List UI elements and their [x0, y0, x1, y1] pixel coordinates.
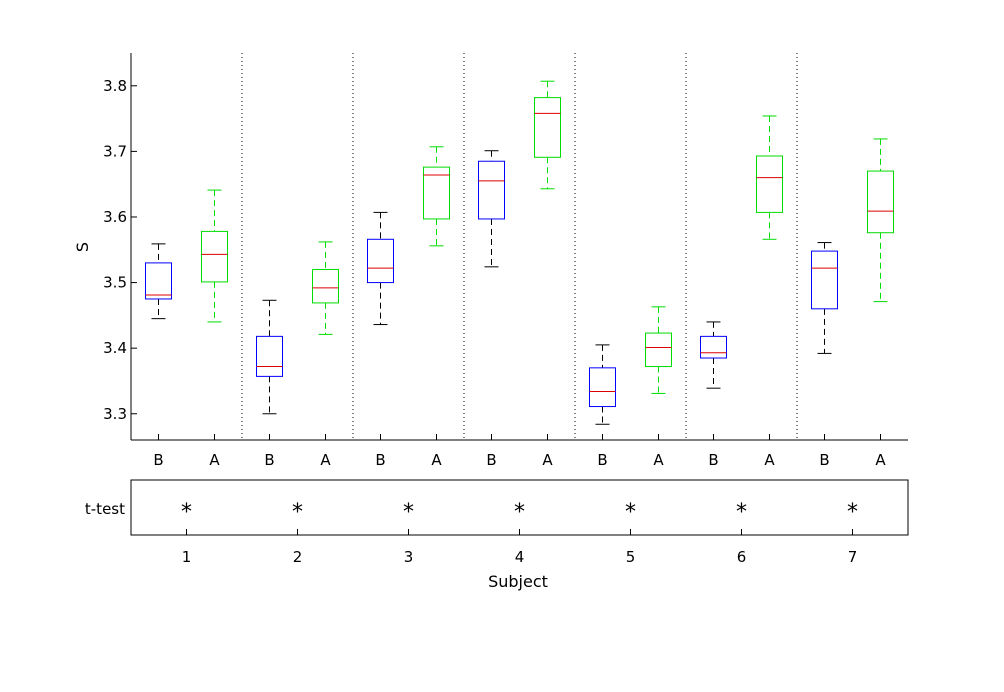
box-1-B [145, 243, 172, 320]
x-tick-label-A: A [209, 451, 220, 469]
subject-tick-label: 7 [848, 548, 858, 566]
subject-tick-label: 6 [737, 548, 747, 566]
box-2-B [256, 299, 283, 415]
ttest-significance-star: * [847, 500, 858, 525]
box-4-A [534, 80, 561, 190]
box-7-B [811, 242, 838, 354]
iqr-box [145, 262, 172, 300]
iqr-box [756, 155, 783, 213]
box-3-A [423, 146, 450, 247]
box-1-A [201, 189, 228, 323]
box-4-B [478, 150, 505, 268]
x-tick-label-B: B [597, 451, 607, 469]
y-axis-label: S [73, 242, 92, 252]
x-tick-label-B: B [375, 451, 385, 469]
iqr-box [201, 230, 228, 283]
y-tick-label: 3.8 [103, 77, 127, 95]
iqr-box [645, 332, 672, 368]
iqr-box [312, 268, 339, 304]
iqr-box [589, 367, 616, 408]
iqr-box [867, 170, 894, 234]
box-6-B [700, 321, 727, 389]
x-tick-label-B: B [486, 451, 496, 469]
x-tick-label-B: B [153, 451, 163, 469]
y-tick-label: 3.3 [103, 405, 127, 423]
iqr-box [423, 166, 450, 220]
ttest-label: t-test [85, 500, 125, 518]
x-tick-label-B: B [819, 451, 829, 469]
iqr-box [478, 160, 505, 220]
ttest-significance-star: * [736, 500, 747, 525]
iqr-box [534, 97, 561, 158]
iqr-box [811, 250, 838, 310]
y-tick-label: 3.7 [103, 142, 127, 160]
x-tick-label-A: A [542, 451, 553, 469]
y-tick-label: 3.6 [103, 208, 127, 226]
y-tick-label: 3.4 [103, 339, 127, 357]
box-5-A [645, 306, 672, 394]
x-tick-label-B: B [708, 451, 718, 469]
x-tick-label-A: A [431, 451, 442, 469]
box-2-A [312, 241, 339, 335]
box-7-A [867, 138, 894, 303]
ttest-significance-star: * [181, 500, 192, 525]
subject-tick-label: 1 [182, 548, 192, 566]
x-tick-label-A: A [320, 451, 331, 469]
ttest-significance-star: * [403, 500, 414, 525]
subject-tick-label: 3 [404, 548, 414, 566]
iqr-box [367, 238, 394, 284]
x-tick-label-A: A [653, 451, 664, 469]
y-tick-label: 3.5 [103, 274, 127, 292]
ttest-significance-star: * [514, 500, 525, 525]
x-tick-label-A: A [764, 451, 775, 469]
box-3-B [367, 211, 394, 326]
x-tick-label-A: A [875, 451, 886, 469]
x-axis-label: Subject [488, 572, 548, 591]
subject-tick-label: 2 [293, 548, 303, 566]
ttest-significance-star: * [625, 500, 636, 525]
subject-tick-label: 5 [626, 548, 636, 566]
subject-tick-label: 4 [515, 548, 525, 566]
x-tick-label-B: B [264, 451, 274, 469]
iqr-box [256, 335, 283, 377]
box-6-A [756, 115, 783, 240]
iqr-box [700, 335, 727, 359]
ttest-significance-star: * [292, 500, 303, 525]
box-5-B [589, 344, 616, 425]
